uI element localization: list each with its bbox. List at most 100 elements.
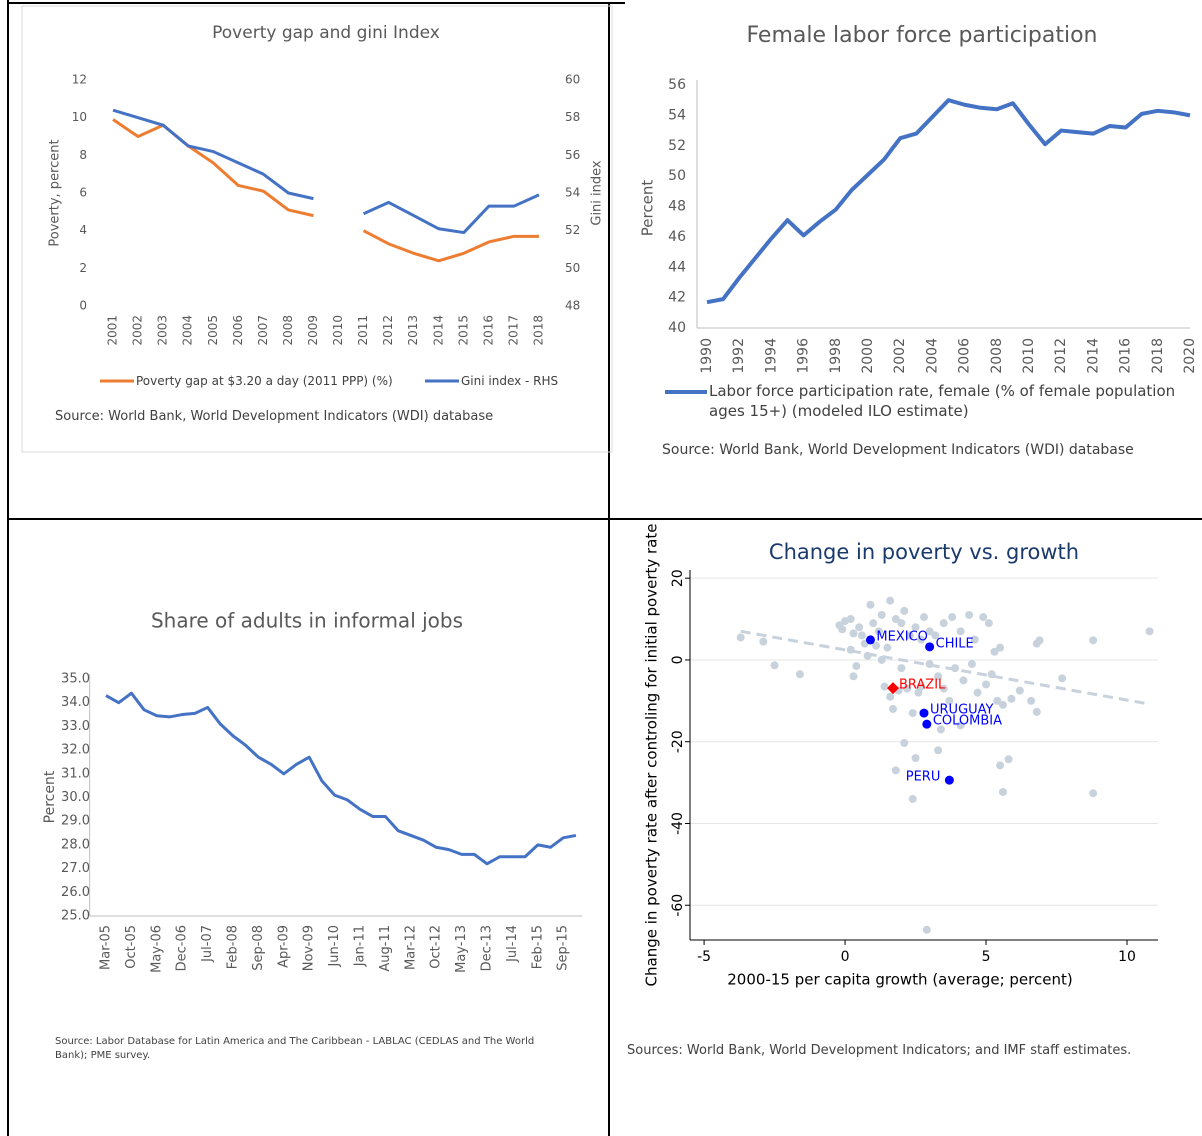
x-tick-label: 2005 — [206, 315, 220, 346]
y2-tick-label: 54 — [565, 186, 580, 200]
x-tick-label: 2016 — [481, 315, 495, 346]
point — [925, 642, 935, 652]
x-tick-label: Jul-07 — [200, 925, 215, 963]
y-tick-label: 20 — [670, 569, 686, 587]
point — [920, 613, 928, 622]
point — [877, 610, 886, 619]
y-tick-label: 33.0 — [61, 719, 90, 734]
y2-tick-label: 50 — [565, 261, 580, 275]
x-tick-label: 2008 — [989, 338, 1005, 374]
point — [838, 625, 847, 634]
x-tick-label: Jan-11 — [353, 925, 368, 967]
point — [1015, 686, 1024, 695]
point — [852, 662, 861, 671]
y-tick-label: 26.0 — [61, 885, 90, 900]
y-tick-label: -60 — [670, 894, 686, 917]
point — [939, 684, 948, 693]
x-tick-label: 2010 — [1021, 338, 1037, 374]
y-tick-label: 54 — [668, 107, 686, 123]
point — [925, 627, 934, 636]
point — [911, 754, 920, 763]
point — [855, 623, 864, 632]
y-tick-label: 0 — [79, 299, 87, 313]
x-tick-label: 2013 — [406, 315, 420, 346]
x-tick-label: 2017 — [506, 315, 520, 346]
point — [759, 637, 768, 646]
x-tick-label: 2014 — [1085, 338, 1101, 374]
point — [849, 629, 858, 638]
point-label: CHILE — [936, 636, 974, 651]
point — [908, 709, 917, 718]
x-tick-label: 2010 — [331, 315, 345, 346]
y2-tick-label: 56 — [565, 148, 580, 162]
point — [903, 684, 912, 693]
y-tick-label: 52 — [668, 138, 686, 154]
y-tick-label: 32.0 — [61, 743, 90, 758]
y-tick-label: 40 — [668, 320, 686, 336]
x-tick-label: 2008 — [281, 315, 295, 346]
x-tick-label: Oct-12 — [429, 925, 444, 969]
point-label: PERU — [906, 770, 941, 785]
x-tick-label: Sep-15 — [556, 925, 571, 971]
y-tick-label: 35.0 — [61, 672, 90, 687]
x-tick-label: 2007 — [256, 315, 270, 346]
y-tick-label: 50 — [668, 168, 686, 184]
point — [970, 635, 979, 644]
y-tick-label: 6 — [79, 186, 87, 200]
x-tick-label: Jun-10 — [327, 925, 342, 968]
point — [993, 696, 1002, 705]
source-note: Source: Labor Database for Latin America… — [55, 1036, 535, 1061]
point — [914, 688, 923, 697]
y-tick-label: 42 — [668, 290, 686, 306]
x-tick-label: Feb-08 — [226, 925, 241, 969]
point — [1089, 636, 1098, 645]
legend-label: Poverty gap at $3.20 a day (2011 PPP) (%… — [136, 374, 393, 388]
point — [886, 596, 895, 605]
x-tick-label: 2006 — [231, 315, 245, 346]
x-tick-label: 2002 — [892, 338, 908, 374]
chart-border — [21, 5, 613, 453]
y-tick-label: 8 — [79, 148, 87, 162]
source-note: Source: World Bank, World Development In… — [55, 409, 494, 424]
x-tick-label: 1992 — [731, 338, 747, 374]
point — [888, 705, 897, 714]
x-tick-label: 2004 — [924, 338, 940, 374]
legend-label: Labor force participation rate, female (… — [709, 382, 1176, 421]
point — [917, 635, 926, 644]
point — [849, 672, 858, 681]
point — [967, 660, 976, 669]
point — [996, 761, 1005, 770]
x-tick-label: 2014 — [431, 315, 445, 346]
y-tick-label: 31.0 — [61, 766, 90, 781]
point — [936, 725, 945, 734]
point — [1004, 755, 1013, 764]
x-tick-label: 2003 — [156, 315, 170, 346]
trend-line — [740, 629, 1150, 706]
point — [900, 738, 909, 747]
point — [866, 600, 875, 609]
axis-title: Change in poverty rate after controling … — [643, 524, 661, 987]
point — [948, 613, 957, 622]
x-tick-label: 2020 — [1182, 338, 1198, 374]
x-tick-label: 2012 — [1053, 338, 1069, 374]
x-tick-label: Nov-09 — [302, 925, 317, 971]
axis-title: Percent — [42, 770, 58, 823]
chart-title: Poverty gap and gini Index — [212, 23, 440, 43]
point — [979, 613, 988, 622]
point — [736, 633, 745, 642]
point — [1145, 627, 1154, 636]
legend-label: Gini index - RHS — [461, 374, 559, 388]
y-tick-label: 56 — [668, 77, 686, 93]
axis-title: Percent — [639, 180, 657, 237]
x-tick-label: 1994 — [763, 338, 779, 374]
point — [891, 615, 900, 624]
data-line — [706, 98, 1191, 305]
point — [917, 682, 926, 691]
point — [934, 672, 943, 681]
point — [922, 719, 932, 729]
point — [891, 766, 900, 775]
point — [959, 676, 968, 685]
x-tick-label: 2001 — [106, 315, 120, 346]
